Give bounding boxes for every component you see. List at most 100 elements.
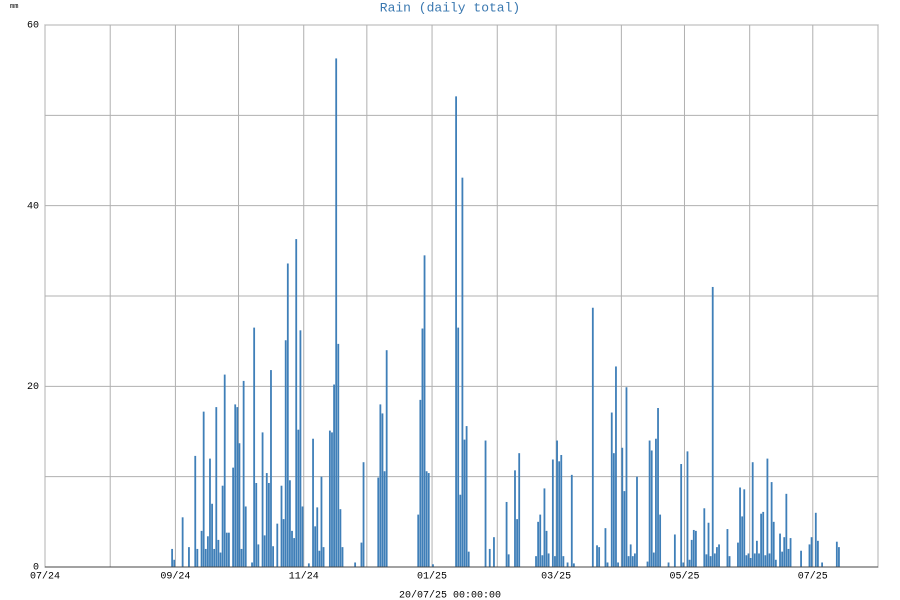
bar xyxy=(570,474,573,567)
bar xyxy=(539,514,542,567)
bar xyxy=(716,547,718,567)
bar xyxy=(217,539,220,567)
bar xyxy=(171,548,174,567)
bar xyxy=(432,564,434,567)
bar xyxy=(545,530,548,567)
bar xyxy=(810,537,813,567)
bar xyxy=(690,539,693,567)
bar xyxy=(655,438,657,567)
bar xyxy=(204,548,207,567)
bar xyxy=(322,547,325,567)
bar xyxy=(188,547,190,567)
bar xyxy=(541,555,544,567)
bar xyxy=(282,519,285,567)
bar xyxy=(781,551,784,567)
bar xyxy=(627,556,630,567)
bar xyxy=(425,471,428,567)
bar xyxy=(535,556,537,567)
bar xyxy=(625,387,628,567)
bar xyxy=(787,548,790,567)
bar xyxy=(762,511,765,567)
bar xyxy=(215,407,218,567)
bar xyxy=(537,521,540,567)
bar xyxy=(821,562,824,567)
bar xyxy=(779,533,781,567)
bar xyxy=(636,476,638,567)
bar xyxy=(270,370,272,567)
bar xyxy=(213,548,216,567)
bar xyxy=(354,562,357,567)
bar xyxy=(516,519,518,567)
bar xyxy=(196,548,199,567)
y-tick-label: 20 xyxy=(27,382,39,393)
bar xyxy=(598,547,601,567)
bar xyxy=(320,476,323,567)
bar xyxy=(194,455,197,567)
bar xyxy=(255,482,258,567)
x-axis-label: 20/07/25 00:00:00 xyxy=(399,590,501,600)
bar xyxy=(341,547,344,567)
bar xyxy=(297,429,300,567)
bar xyxy=(694,530,697,567)
y-tick-label: 40 xyxy=(27,201,39,212)
bar xyxy=(709,556,712,567)
bar xyxy=(772,521,775,567)
bar xyxy=(596,545,598,567)
bar xyxy=(284,340,287,567)
bar xyxy=(747,553,750,567)
bar xyxy=(223,374,226,567)
bar xyxy=(774,559,777,567)
bar xyxy=(209,458,211,567)
bar xyxy=(242,380,245,567)
bar xyxy=(591,307,594,567)
bar xyxy=(606,562,609,567)
bar xyxy=(560,454,563,567)
bar xyxy=(604,528,607,567)
bar xyxy=(417,514,420,567)
bar xyxy=(745,555,748,567)
bar xyxy=(291,530,293,567)
bar xyxy=(318,550,321,567)
bar xyxy=(280,485,283,567)
bar xyxy=(764,555,767,567)
x-tick-label: 05/25 xyxy=(669,571,699,583)
bar xyxy=(838,547,840,567)
bar xyxy=(488,548,491,567)
bar xyxy=(457,327,460,567)
bar xyxy=(232,467,235,567)
bar xyxy=(339,509,342,567)
bar xyxy=(225,532,228,567)
bar xyxy=(692,529,695,567)
bar xyxy=(312,438,314,567)
bar xyxy=(814,512,817,567)
bar xyxy=(265,473,268,567)
bar xyxy=(617,562,619,567)
bar xyxy=(737,542,739,567)
bar xyxy=(381,413,384,567)
bar xyxy=(314,526,317,567)
bar xyxy=(228,532,230,567)
bar xyxy=(707,522,710,567)
bar xyxy=(612,453,615,567)
bar xyxy=(800,550,802,567)
bar xyxy=(200,530,203,567)
bar xyxy=(551,459,554,567)
bar xyxy=(181,517,184,567)
x-tick-label: 01/25 xyxy=(417,571,447,583)
x-tick-label: 07/25 xyxy=(798,571,828,583)
bar xyxy=(173,559,176,567)
bar xyxy=(337,343,340,567)
bar xyxy=(505,501,508,567)
bar xyxy=(276,523,279,567)
bar xyxy=(783,537,786,567)
bar xyxy=(808,544,811,567)
bar xyxy=(572,563,575,567)
bar xyxy=(556,440,558,567)
bar xyxy=(289,480,291,567)
bar xyxy=(335,58,338,567)
chart-title: Rain (daily total) xyxy=(380,0,520,15)
x-tick-label: 09/24 xyxy=(160,571,190,583)
bar xyxy=(238,443,241,567)
bar xyxy=(377,477,380,567)
